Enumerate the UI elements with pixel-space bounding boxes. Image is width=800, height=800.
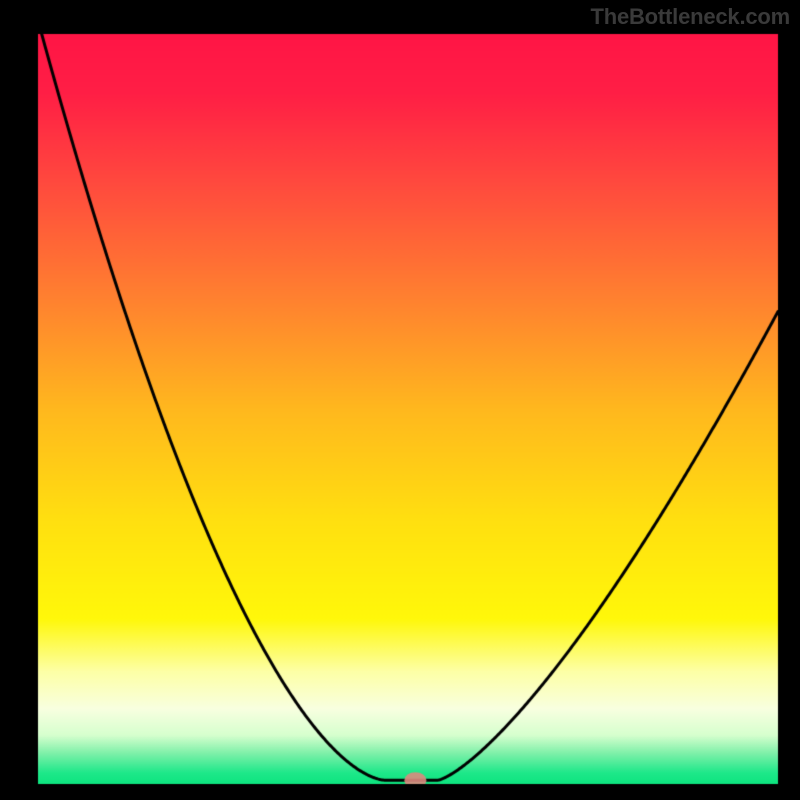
watermark-text: TheBottleneck.com xyxy=(590,4,790,30)
bottleneck-chart-canvas xyxy=(0,0,800,800)
chart-container: TheBottleneck.com xyxy=(0,0,800,800)
